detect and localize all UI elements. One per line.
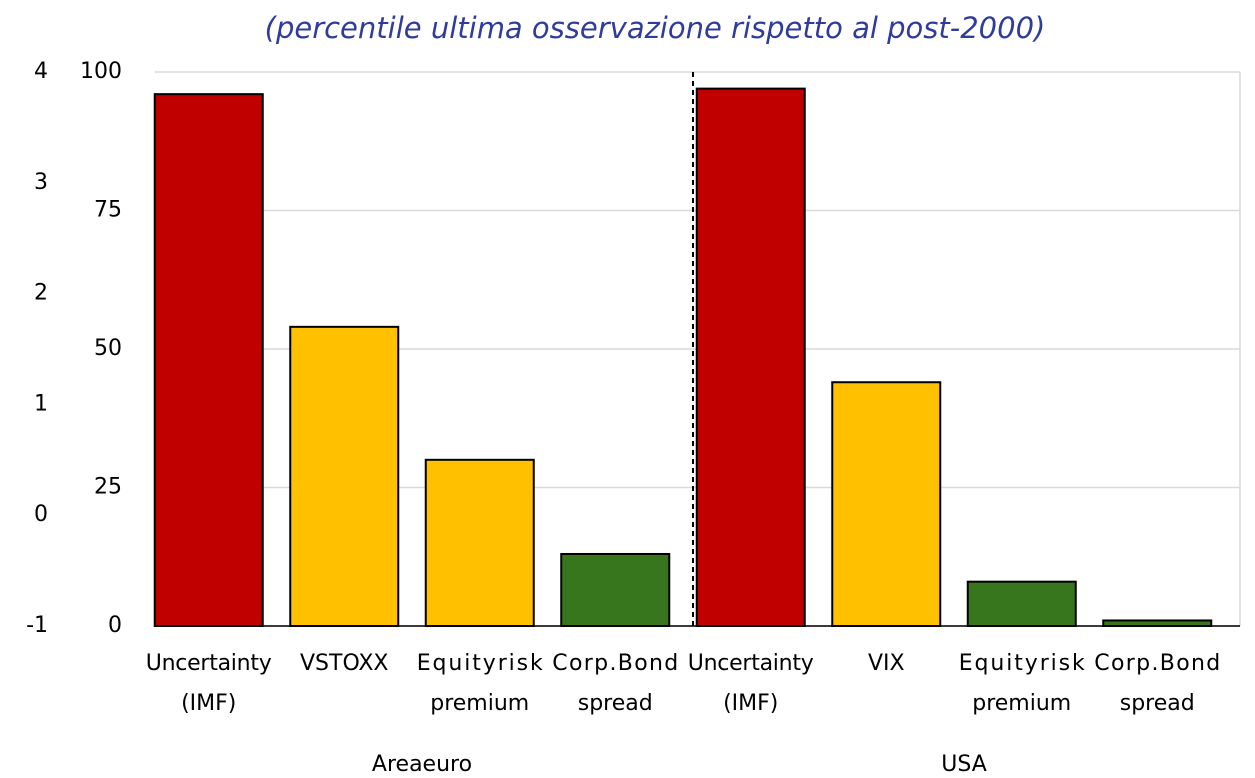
x-tick-label: (IMF) <box>181 691 236 716</box>
y2-tick-label: -1 <box>26 613 48 638</box>
y2-tick-label: 3 <box>34 170 48 195</box>
x-tick-label: Corp.Bond <box>1094 651 1220 676</box>
group-label: USA <box>941 752 987 777</box>
y-tick-label: 25 <box>94 475 122 500</box>
y-tick-label: 0 <box>108 613 122 638</box>
x-tick-label: VIX <box>868 651 905 676</box>
bar <box>831 381 942 627</box>
x-tick-label: Equityrisk <box>417 651 543 676</box>
x-tick-label: Equityrisk <box>959 651 1085 676</box>
x-tick-label: spread <box>1120 691 1195 716</box>
x-tick-label: premium <box>972 691 1071 716</box>
y2-tick-label: 2 <box>34 281 48 306</box>
y2-tick-label: 4 <box>34 59 48 84</box>
y2-tick-label: 1 <box>34 391 48 416</box>
x-tick-label: premium <box>430 691 529 716</box>
bar <box>1102 619 1213 628</box>
x-tick-label: Corp.Bond <box>552 651 678 676</box>
x-tick-label: VSTOXX <box>300 651 389 676</box>
bar <box>153 93 264 628</box>
bar <box>695 87 806 628</box>
bar <box>289 325 400 627</box>
y-tick-label: 100 <box>80 59 122 84</box>
bar <box>424 458 535 627</box>
y2-tick-label: 0 <box>34 502 48 527</box>
x-tick-label: spread <box>578 691 653 716</box>
group-label: Areaeuro <box>372 752 472 777</box>
x-tick-label: Uncertainty <box>146 651 272 676</box>
y-tick-label: 50 <box>94 336 122 361</box>
bar <box>560 552 671 627</box>
x-tick-label: Uncertainty <box>688 651 814 676</box>
x-tick-label: (IMF) <box>723 691 778 716</box>
y-tick-label: 75 <box>94 198 122 223</box>
bar <box>966 580 1077 627</box>
chart-title: (percentile ultima osservazione rispetto… <box>265 11 1046 45</box>
